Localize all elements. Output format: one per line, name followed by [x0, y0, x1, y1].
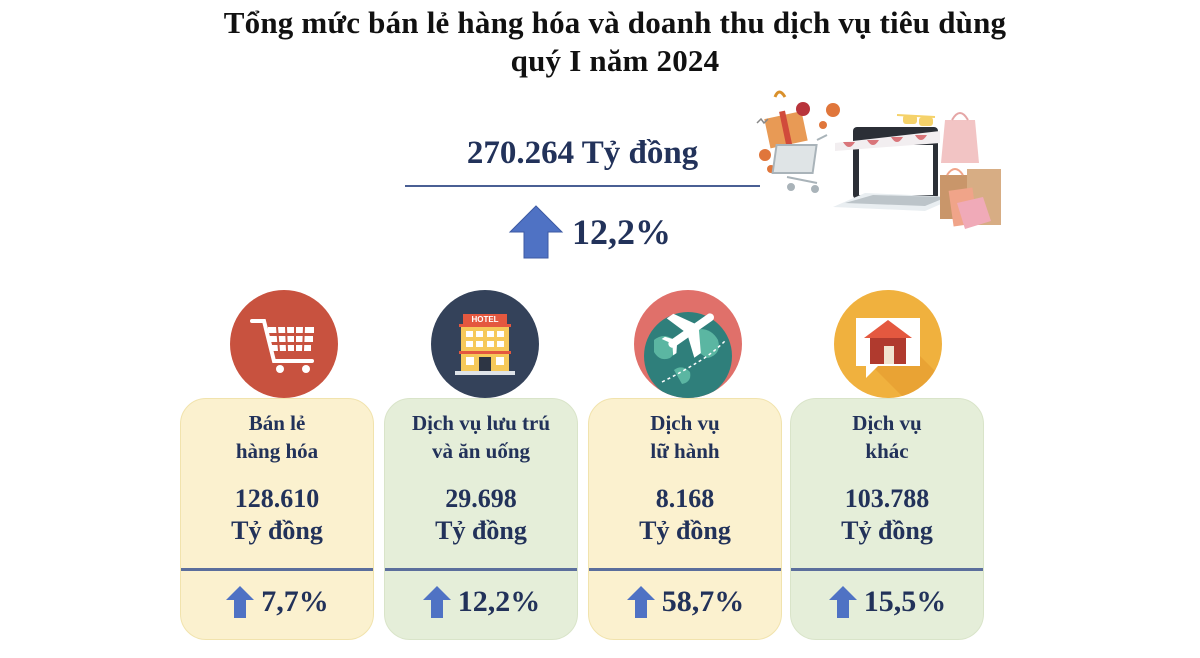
gift-box-icon: [756, 90, 810, 149]
svg-text:HOTEL: HOTEL: [471, 315, 498, 324]
laptop-illustration: [833, 127, 957, 211]
card-divider: [791, 568, 983, 571]
category-growth: 58,7%: [589, 585, 781, 619]
cart-illustration: [771, 134, 828, 193]
category-amount: 103.788 Tỷ đồng: [841, 484, 933, 545]
category-card-other-services: Dịch vụ khác 103.788 Tỷ đồng 15,5%: [790, 398, 984, 640]
category-card-travel: Dịch vụ lữ hành 8.168 Tỷ đồng 58,7%: [588, 398, 782, 640]
category-amount: 8.168 Tỷ đồng: [639, 484, 731, 545]
category-card-retail: Bán lẻ hàng hóa 128.610 Tỷ đồng 7,7%: [180, 398, 374, 640]
arrow-up-icon: [828, 586, 857, 618]
online-shopping-illustration: [735, 85, 1015, 235]
arrow-up-icon: [626, 586, 655, 618]
card-divider: [181, 568, 373, 571]
shopping-bags-icon: [940, 112, 1001, 229]
title-line-1: Tổng mức bán lẻ hàng hóa và doanh thu dị…: [223, 5, 1007, 40]
arrow-up-icon: [508, 205, 564, 259]
page-title: Tổng mức bán lẻ hàng hóa và doanh thu dị…: [0, 4, 1200, 80]
total-divider: [405, 185, 760, 187]
total-growth-value: 12,2%: [572, 212, 671, 252]
total-value: 270.264 Tỷ đồng: [466, 135, 699, 171]
house-message-icon: [834, 290, 942, 398]
category-amount: 128.610 Tỷ đồng: [231, 484, 323, 545]
card-divider: [589, 568, 781, 571]
sunglasses-icon: [896, 114, 936, 126]
category-name: Dịch vụ khác: [852, 411, 922, 463]
total-growth: 12,2%: [508, 203, 671, 261]
globe-airplane-icon: [634, 290, 742, 398]
category-growth: 12,2%: [385, 585, 577, 619]
card-divider: [385, 568, 577, 571]
category-name: Dịch vụ lưu trú và ăn uống: [411, 411, 551, 463]
arrow-up-icon: [422, 586, 451, 618]
category-amount: 29.698 Tỷ đồng: [435, 484, 527, 545]
category-name: Dịch vụ lữ hành: [650, 411, 720, 463]
title-line-2: quý I năm 2024: [510, 43, 720, 78]
category-growth: 15,5%: [791, 585, 983, 619]
arrow-up-icon: [226, 586, 255, 618]
shopping-cart-icon: [230, 290, 338, 398]
category-growth: 7,7%: [181, 585, 373, 619]
category-card-accommodation: Dịch vụ lưu trú và ăn uống 29.698 Tỷ đồn…: [384, 398, 578, 640]
category-name: Bán lẻ hàng hóa: [235, 411, 319, 463]
hotel-icon: HOTEL: [431, 290, 539, 398]
